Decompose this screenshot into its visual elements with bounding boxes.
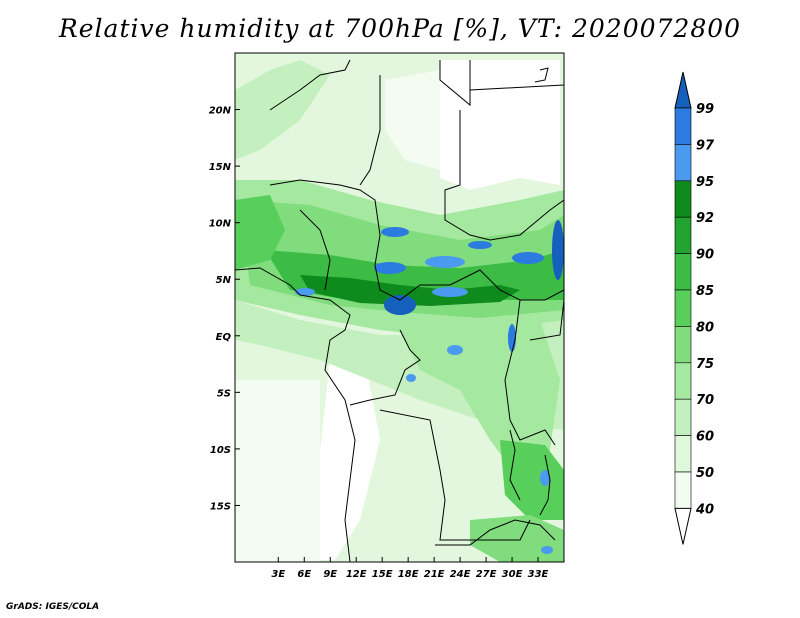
- sat-cell-14: [541, 546, 553, 554]
- colorbar-label: 97: [696, 138, 715, 153]
- coast-red-sea: [534, 67, 549, 83]
- sat-cell-5: [512, 252, 544, 264]
- dry-zone-sahara: [440, 60, 560, 190]
- credit-label: GrADS: IGES/COLA: [6, 602, 100, 612]
- lat-tick-label: 15N: [209, 162, 232, 173]
- colorbar-swatch: [674, 253, 692, 291]
- longitude-axis: 3E 6E 9E 12E 15E 18E 21E 24E 27E 30E 33E: [271, 557, 549, 580]
- colorbar-swatch: [674, 435, 692, 473]
- dry-zone-ocean: [235, 380, 320, 562]
- lake-tanganyika: [509, 429, 521, 501]
- colorbar-label: 70: [696, 393, 714, 408]
- sat-cell-7: [432, 287, 468, 297]
- lon-tick-label: 21E: [424, 569, 445, 580]
- sat-cell-6: [384, 295, 416, 315]
- colorbar-swatch: [674, 107, 692, 145]
- border-congo: [349, 329, 421, 406]
- latitude-axis: 20N 15N 10N 5N EQ 5S 10S 15S: [209, 106, 240, 512]
- border-nigeria: [299, 209, 331, 291]
- border-sudan: [444, 110, 564, 241]
- colorbar-label: 85: [696, 284, 714, 299]
- sat-cell-11: [406, 374, 416, 382]
- border-uganda: [529, 299, 564, 341]
- lon-tick-label: 6E: [297, 569, 311, 580]
- colorbar-swatch: [674, 180, 692, 218]
- border-north-2: [439, 60, 564, 107]
- lat-tick-label: 15S: [210, 501, 231, 512]
- colorbar-swatch: [674, 471, 692, 509]
- colorbar-swatch: [674, 362, 692, 400]
- lat-tick-label: 10S: [210, 445, 231, 456]
- dry-zone-angola-coast: [320, 360, 380, 560]
- lon-tick-label: 27E: [476, 569, 497, 580]
- border-central: [269, 179, 564, 301]
- colorbar-swatch: [674, 326, 692, 364]
- lon-tick-label: 30E: [502, 569, 523, 580]
- wet-band-core: [300, 275, 520, 306]
- colorbar-label: 80: [696, 320, 714, 335]
- colorbar-swatch: [674, 144, 692, 182]
- lon-tick-label: 33E: [528, 569, 549, 580]
- border-angola: [379, 409, 531, 541]
- border-north-1: [269, 59, 381, 186]
- dry-zone-central-sahara: [385, 70, 440, 170]
- lon-tick-label: 3E: [271, 569, 285, 580]
- lat-tick-label: 10N: [209, 219, 232, 230]
- lat-tick-label: 5S: [217, 388, 231, 399]
- colorbar-bottom-arrow: [674, 507, 692, 545]
- colorbar-swatch: [674, 216, 692, 254]
- sat-cell-8: [295, 288, 315, 296]
- colorbar-label: 75: [696, 357, 714, 372]
- lat-tick-label: 5N: [216, 275, 232, 286]
- plot-frame: [234, 52, 565, 563]
- sat-cell-9: [552, 220, 564, 280]
- lat-tick-label: 20N: [209, 106, 232, 117]
- border-south: [435, 519, 556, 546]
- sat-cell-2: [374, 262, 406, 274]
- colorbar-top-arrow: [674, 71, 692, 109]
- country-borders: [235, 59, 564, 562]
- lon-tick-label: 15E: [372, 569, 393, 580]
- sat-cell-1: [381, 227, 409, 237]
- sat-cell-4: [468, 241, 492, 249]
- lon-tick-label: 12E: [346, 569, 367, 580]
- lat-tick-label: EQ: [216, 332, 232, 343]
- colorbar-swatch: [674, 289, 692, 327]
- lon-tick-label: 9E: [323, 569, 337, 580]
- lon-tick-label: 18E: [398, 569, 419, 580]
- sat-cell-13: [540, 470, 550, 486]
- colorbar-swatch: [674, 398, 692, 436]
- colorbar-label: 99: [696, 102, 714, 117]
- border-east: [504, 299, 556, 446]
- colorbar: 99 97 95 92 90 85 80 75 70 60 50 40: [674, 71, 715, 545]
- humidity-field: [235, 53, 564, 562]
- colorbar-label: 50: [696, 466, 714, 481]
- sat-cell-10: [447, 345, 463, 355]
- map-title: Relative humidity at 700hPa [%], VT: 202…: [58, 14, 742, 43]
- moist-zone-south-east: [470, 515, 564, 562]
- west-coastline: [235, 267, 356, 562]
- colorbar-label: 95: [696, 175, 714, 190]
- colorbar-label: 90: [696, 248, 714, 263]
- sat-cell-3: [425, 256, 465, 268]
- colorbar-label: 60: [696, 430, 714, 445]
- colorbar-label: 92: [696, 211, 714, 226]
- lon-tick-label: 24E: [450, 569, 471, 580]
- colorbar-label: 40: [695, 502, 714, 517]
- lake-malawi: [539, 454, 551, 516]
- moist-zone-guinea: [235, 195, 285, 270]
